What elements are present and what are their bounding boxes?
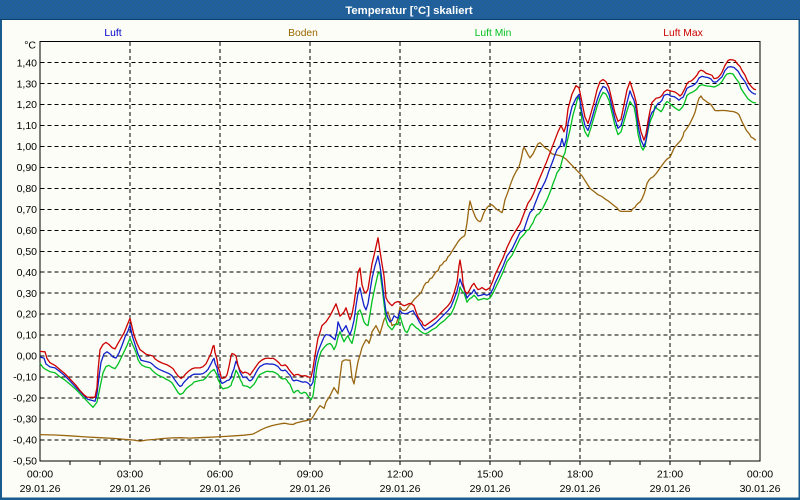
svg-text:0,20: 0,20 [17, 309, 38, 321]
svg-text:29.01.26: 29.01.26 [20, 483, 61, 495]
svg-text:0,10: 0,10 [17, 330, 38, 342]
svg-text:21:00: 21:00 [657, 469, 683, 481]
svg-text:0,00: 0,00 [17, 351, 38, 363]
svg-text:29.01.26: 29.01.26 [650, 483, 691, 495]
svg-text:03:00: 03:00 [117, 469, 143, 481]
svg-text:09:00: 09:00 [297, 469, 323, 481]
svg-text:06:00: 06:00 [207, 469, 233, 481]
svg-text:1,10: 1,10 [17, 120, 38, 132]
svg-text:°C: °C [24, 40, 36, 52]
svg-text:0,60: 0,60 [17, 225, 38, 237]
svg-text:18:00: 18:00 [567, 469, 593, 481]
svg-text:29.01.26: 29.01.26 [290, 483, 331, 495]
svg-text:-0,20: -0,20 [13, 393, 37, 405]
svg-text:15:00: 15:00 [477, 469, 503, 481]
svg-text:29.01.26: 29.01.26 [200, 483, 241, 495]
svg-text:-0,50: -0,50 [13, 455, 37, 467]
svg-text:29.01.26: 29.01.26 [560, 483, 601, 495]
svg-text:29.01.26: 29.01.26 [110, 483, 151, 495]
svg-text:1,40: 1,40 [17, 57, 38, 69]
svg-text:00:00: 00:00 [747, 469, 773, 481]
svg-text:0,70: 0,70 [17, 204, 38, 216]
svg-text:29.01.26: 29.01.26 [380, 483, 421, 495]
svg-text:Luft Min: Luft Min [475, 28, 512, 39]
svg-text:Boden: Boden [288, 28, 318, 39]
svg-text:0,30: 0,30 [17, 288, 38, 300]
svg-text:00:00: 00:00 [27, 469, 53, 481]
svg-text:0,80: 0,80 [17, 183, 38, 195]
svg-text:30.01.26: 30.01.26 [740, 483, 781, 495]
svg-text:Luft Max: Luft Max [663, 28, 703, 39]
svg-text:0,90: 0,90 [17, 162, 38, 174]
svg-text:-0,30: -0,30 [13, 414, 37, 426]
svg-text:1,00: 1,00 [17, 141, 38, 153]
svg-text:-0,10: -0,10 [13, 372, 37, 384]
svg-text:12:00: 12:00 [387, 469, 413, 481]
svg-text:Luft: Luft [104, 28, 121, 39]
svg-text:1,30: 1,30 [17, 78, 38, 90]
svg-text:0,40: 0,40 [17, 267, 38, 279]
svg-text:Temperatur [°C] skaliert: Temperatur [°C] skaliert [345, 5, 473, 17]
svg-text:1,20: 1,20 [17, 99, 38, 111]
svg-text:-0,40: -0,40 [13, 434, 37, 446]
svg-text:0,50: 0,50 [17, 246, 38, 258]
svg-text:29.01.26: 29.01.26 [470, 483, 511, 495]
